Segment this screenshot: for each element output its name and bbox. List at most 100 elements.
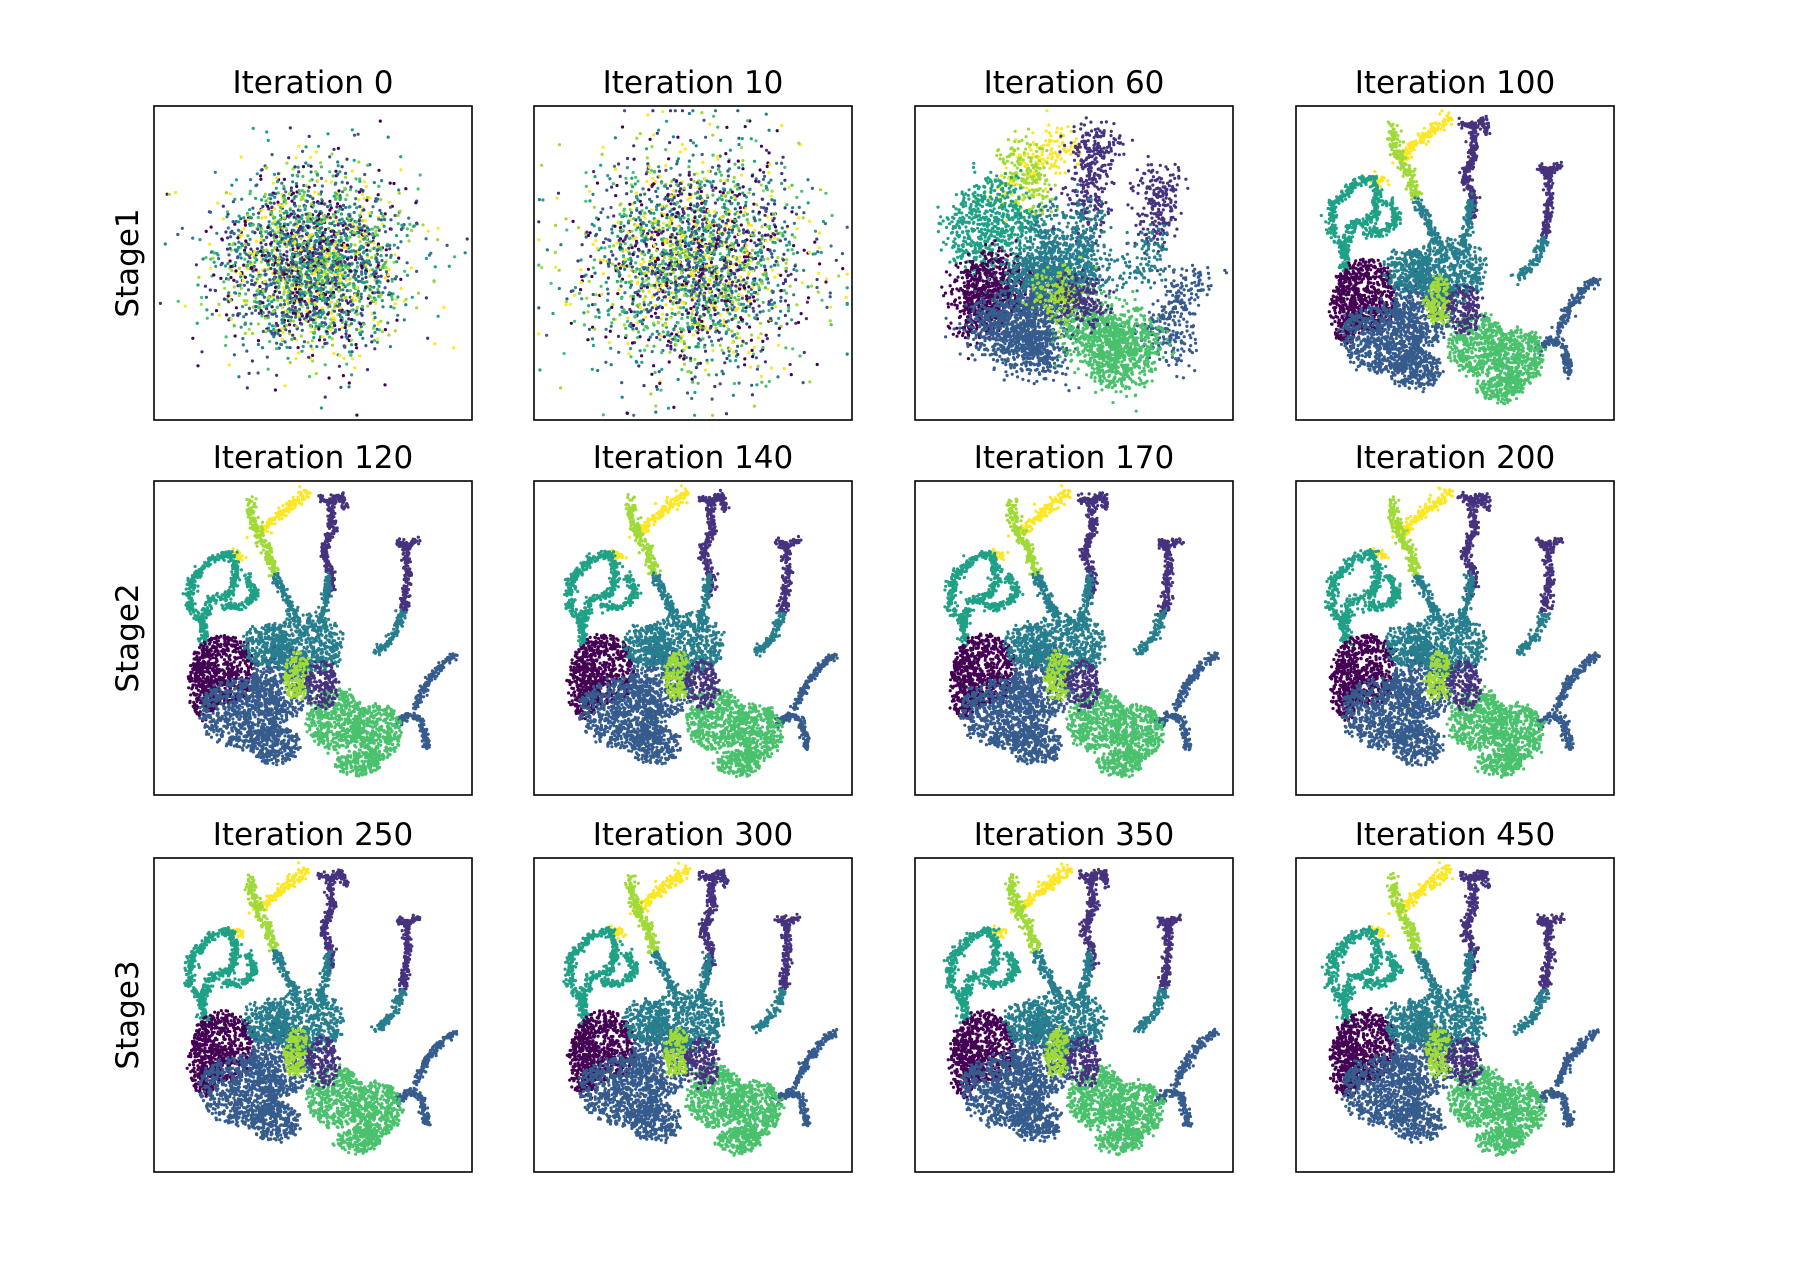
scatter-point <box>280 296 283 299</box>
scatter-point <box>257 322 260 325</box>
scatter-point <box>380 275 383 278</box>
scatter-point <box>205 296 208 299</box>
scatter-point <box>361 308 364 311</box>
scatter-point <box>246 234 249 237</box>
scatter-point <box>281 338 284 341</box>
scatter-point <box>331 337 334 340</box>
scatter-point <box>289 221 292 224</box>
scatter-point <box>322 215 325 218</box>
scatter-point <box>357 275 360 278</box>
scatter-point <box>227 291 230 294</box>
scatter-point <box>313 184 316 187</box>
scatter-point <box>433 342 436 345</box>
scatter-point <box>292 263 295 266</box>
scatter-point <box>164 242 167 245</box>
scatter-point <box>243 299 246 302</box>
scatter-point <box>232 279 235 282</box>
scatter-point <box>385 254 388 257</box>
scatter-point <box>301 222 304 225</box>
scatter-point <box>361 277 364 280</box>
scatter-point <box>240 287 243 290</box>
scatter-point <box>311 251 314 254</box>
scatter-point <box>269 267 272 270</box>
scatter-point <box>315 150 318 153</box>
scatter-point <box>372 242 375 245</box>
scatter-point <box>346 181 349 184</box>
scatter-point <box>260 314 263 317</box>
scatter-point <box>310 170 313 173</box>
scatter-point <box>392 307 395 310</box>
scatter-point <box>330 152 333 155</box>
scatter-point <box>351 357 354 360</box>
scatter-point <box>376 341 379 344</box>
scatter-point <box>311 339 314 342</box>
scatter-point <box>308 375 311 378</box>
scatter-point <box>347 274 350 277</box>
scatter-point <box>333 249 336 252</box>
scatter-point <box>250 279 253 282</box>
scatter-point <box>211 257 214 260</box>
scatter-point <box>226 236 229 239</box>
scatter-point <box>159 302 162 305</box>
scatter-point <box>329 203 332 206</box>
scatter-point <box>309 239 312 242</box>
scatter-point <box>358 177 361 180</box>
scatter-point <box>312 336 315 339</box>
scatter-point <box>294 261 297 264</box>
scatter-point <box>363 173 366 176</box>
scatter-point <box>386 279 389 282</box>
scatter-point <box>381 330 384 333</box>
scatter-point <box>236 256 239 259</box>
scatter-point <box>275 315 278 318</box>
scatter-point <box>366 253 369 256</box>
scatter-point <box>305 213 308 216</box>
scatter-point <box>328 336 331 339</box>
scatter-point <box>358 219 361 222</box>
scatter-point <box>353 203 356 206</box>
scatter-point <box>224 264 227 267</box>
scatter-point <box>427 230 430 233</box>
scatter-point <box>293 223 296 226</box>
scatter-point <box>338 354 341 357</box>
scatter-point <box>290 200 293 203</box>
scatter-point <box>197 276 200 279</box>
scatter-point <box>274 388 277 391</box>
scatter-point <box>285 255 288 258</box>
scatter-point <box>357 133 360 136</box>
scatter-point <box>466 237 469 240</box>
scatter-point <box>296 225 299 228</box>
scatter-point <box>238 267 241 270</box>
scatter-point <box>294 204 297 207</box>
scatter-point <box>408 223 411 226</box>
scatter-point <box>390 228 393 231</box>
scatter-point <box>278 291 281 294</box>
scatter-point <box>355 190 358 193</box>
scatter-point <box>360 293 363 296</box>
scatter-point <box>278 347 281 350</box>
scatter-point <box>216 202 219 205</box>
scatter-point <box>394 329 397 332</box>
scatter-point <box>243 258 246 261</box>
scatter-point <box>293 212 296 215</box>
scatter-point <box>374 316 377 319</box>
scatter-point <box>355 328 358 331</box>
scatter-point <box>425 257 428 260</box>
scatter-point <box>279 214 282 217</box>
scatter-point <box>224 230 227 233</box>
scatter-point <box>300 195 303 198</box>
scatter-point <box>208 243 211 246</box>
scatter-point <box>436 238 439 241</box>
scatter-point <box>394 214 397 217</box>
scatter-point <box>284 202 287 205</box>
scatter-point <box>232 314 235 317</box>
scatter-point <box>386 321 389 324</box>
scatter-point <box>204 256 207 259</box>
scatter-point <box>453 255 456 258</box>
scatter-point <box>349 188 352 191</box>
scatter-point <box>317 145 320 148</box>
scatter-point <box>311 359 314 362</box>
scatter-point <box>354 177 357 180</box>
scatter-point <box>237 375 240 378</box>
scatter-point <box>240 256 243 259</box>
scatter-point <box>242 264 245 267</box>
